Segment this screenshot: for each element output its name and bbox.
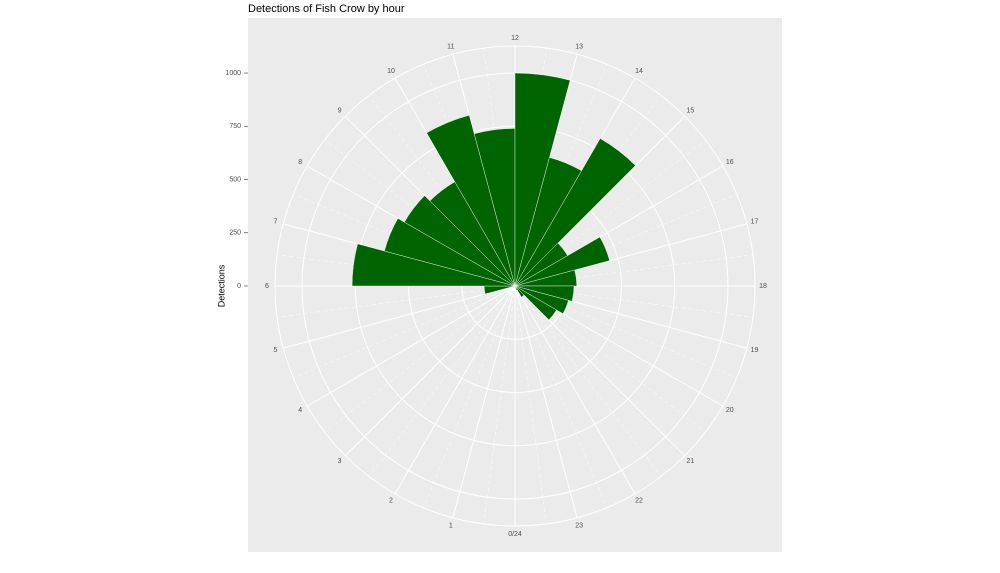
minor-spoke bbox=[483, 285, 516, 524]
grid-spoke bbox=[452, 285, 516, 518]
grid-spoke bbox=[283, 285, 516, 349]
x-tick-label: 19 bbox=[751, 347, 759, 354]
x-tick-label: 2 bbox=[389, 498, 393, 505]
bar bbox=[514, 285, 518, 291]
minor-spoke bbox=[277, 285, 516, 318]
bar bbox=[351, 243, 516, 287]
bar bbox=[514, 269, 577, 287]
minor-spoke bbox=[368, 285, 516, 477]
x-tick-label: 0/24 bbox=[508, 531, 522, 538]
y-tick-label: 0 bbox=[237, 283, 241, 290]
x-tick-label: 15 bbox=[686, 107, 694, 114]
x-tick-label: 3 bbox=[338, 458, 342, 465]
x-tick-label: 21 bbox=[686, 458, 694, 465]
x-tick-label: 22 bbox=[635, 498, 643, 505]
bar bbox=[384, 218, 516, 287]
grid-spoke bbox=[306, 285, 516, 407]
bar bbox=[514, 236, 610, 287]
x-tick-label: 9 bbox=[338, 107, 342, 114]
x-tick-label: 18 bbox=[759, 283, 767, 290]
x-tick-label: 17 bbox=[751, 219, 759, 226]
x-tick-label: 10 bbox=[387, 68, 395, 75]
minor-spoke bbox=[293, 285, 516, 379]
minor-spoke bbox=[514, 285, 547, 524]
bar bbox=[514, 285, 569, 314]
bar bbox=[514, 72, 571, 287]
minor-spoke bbox=[324, 285, 516, 433]
x-tick-label: 6 bbox=[265, 283, 269, 290]
bar bbox=[404, 195, 516, 287]
minor-spoke bbox=[514, 285, 737, 379]
minor-spoke bbox=[422, 285, 516, 508]
x-tick-label: 23 bbox=[575, 522, 583, 529]
minor-spoke bbox=[514, 285, 608, 508]
grid-spoke bbox=[344, 285, 516, 457]
y-tick-label: 1000 bbox=[225, 70, 241, 77]
x-tick-label: 11 bbox=[447, 43, 454, 50]
minor-spoke bbox=[514, 254, 753, 287]
x-tick-label: 4 bbox=[298, 407, 302, 414]
x-tick-label: 8 bbox=[298, 159, 302, 166]
minor-spoke bbox=[514, 285, 706, 433]
x-tick-label: 12 bbox=[511, 35, 519, 42]
bar bbox=[514, 138, 636, 287]
y-tick-label: 250 bbox=[229, 230, 241, 237]
x-tick-label: 16 bbox=[726, 159, 734, 166]
x-tick-label: 14 bbox=[635, 68, 643, 75]
grid-spoke bbox=[394, 285, 516, 495]
y-axis-title: Detections bbox=[216, 264, 226, 307]
grid-spoke bbox=[514, 285, 578, 518]
x-tick-label: 1 bbox=[449, 522, 453, 529]
bar bbox=[514, 285, 525, 298]
chart-title: Detections of Fish Crow by hour bbox=[248, 3, 405, 15]
minor-spoke bbox=[514, 139, 706, 287]
bar bbox=[514, 285, 557, 321]
y-tick-label: 500 bbox=[229, 176, 241, 183]
x-tick-label: 13 bbox=[575, 43, 583, 50]
x-tick-label: 20 bbox=[726, 407, 734, 414]
grid-spoke bbox=[514, 285, 636, 495]
y-tick-label: 750 bbox=[229, 123, 241, 130]
minor-spoke bbox=[514, 285, 662, 477]
x-tick-label: 5 bbox=[273, 347, 277, 354]
minor-spoke bbox=[514, 285, 753, 318]
bar bbox=[426, 115, 516, 287]
x-tick-label: 7 bbox=[273, 219, 277, 226]
minor-spoke bbox=[514, 193, 737, 287]
